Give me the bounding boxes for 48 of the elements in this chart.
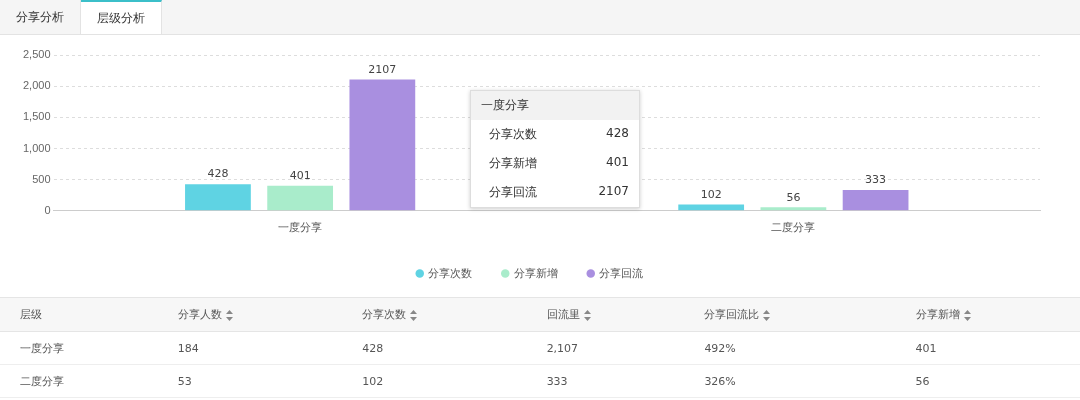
text: 326% (684, 364, 896, 398)
text: 56 (895, 364, 1080, 398)
text: 回流里 (526, 297, 685, 332)
legend-label: 分享新增 (513, 266, 558, 279)
legend-label: 分享次数 (428, 266, 473, 279)
text: 401 (895, 331, 1080, 365)
annotation: 分享新增 (489, 155, 537, 172)
bar (185, 184, 251, 211)
data-label: 333 (865, 173, 887, 187)
bar (678, 204, 745, 211)
text: 53 (157, 364, 343, 398)
text: 分享次数 (342, 297, 527, 332)
text: 184 (157, 331, 343, 365)
text: 102 (342, 364, 527, 398)
text: 一度分享 (0, 331, 158, 365)
text: 2,107 (526, 331, 685, 365)
bar (349, 79, 416, 211)
legend-label: 分享回流 (599, 266, 644, 279)
text: 分享新增 (895, 297, 1080, 332)
text: 层级分析 (81, 0, 162, 34)
annotation: 分享次数 (489, 126, 537, 143)
y-tick-label: 2,500 (23, 48, 51, 61)
text: 428 (342, 331, 527, 365)
text: 分享人数 (157, 297, 343, 332)
y-tick-label: 1,500 (23, 110, 51, 123)
y-tick-label: 500 (32, 172, 51, 185)
annotation: 401 (606, 155, 629, 171)
y-tick-label: 2,000 (23, 79, 51, 92)
y-tick-label: 0 (44, 203, 51, 216)
data-label: 428 (207, 167, 229, 181)
bar (760, 207, 827, 211)
data-label: 2107 (368, 62, 397, 76)
data-label: 102 (700, 187, 722, 201)
text: 二度分享 (0, 364, 158, 398)
text: 分享回流比 (684, 297, 896, 332)
annotation: 428 (606, 126, 629, 142)
text: 分享分析 (0, 0, 81, 34)
y-tick-label: 1,000 (23, 141, 51, 154)
text: 492% (684, 331, 896, 365)
data-label: 56 (786, 190, 801, 204)
bar (842, 190, 909, 211)
annotation: 一度分享 (471, 91, 639, 120)
bar (267, 185, 334, 211)
data-label: 401 (289, 169, 311, 183)
annotation: 分享回流 (489, 184, 537, 201)
annotation: 2107 (598, 184, 629, 200)
text: 层级 (0, 297, 158, 332)
text: 333 (526, 364, 685, 398)
